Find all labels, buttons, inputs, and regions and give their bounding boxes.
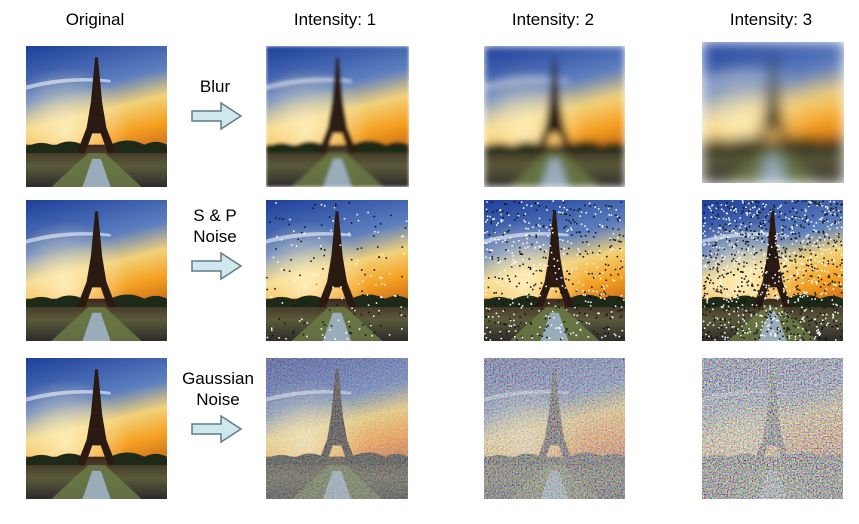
sp-noise-intensity-3-image — [702, 200, 843, 341]
blur-intensity-1-image — [266, 46, 409, 187]
sp-noise-intensity-1-image — [266, 200, 408, 341]
header-intensity-3: Intensity: 3 — [729, 10, 813, 29]
arrow-right-icon — [191, 251, 243, 281]
header-intensity-2: Intensity: 2 — [511, 10, 595, 29]
original-image-row3 — [26, 358, 167, 499]
arrow-right-icon — [191, 101, 243, 131]
blur-intensity-3-image — [702, 42, 844, 183]
original-image-row1 — [26, 46, 167, 187]
sp-noise-intensity-2-image — [484, 200, 625, 341]
gaussian-noise-intensity-3-image — [702, 358, 843, 499]
arrow-right-icon — [191, 414, 243, 444]
blur-intensity-2-image — [484, 46, 625, 187]
gaussian-noise-intensity-1-image — [266, 358, 408, 499]
row-label-blur: Blur — [199, 77, 231, 96]
gaussian-noise-intensity-2-image — [484, 358, 625, 499]
header-original: Original — [65, 10, 125, 29]
original-image-row2 — [26, 200, 167, 341]
row-label-sp-noise: S & P Noise — [193, 206, 237, 246]
header-intensity-1: Intensity: 1 — [293, 10, 377, 29]
row-label-gaussian-noise: Gaussian Noise — [182, 369, 254, 409]
